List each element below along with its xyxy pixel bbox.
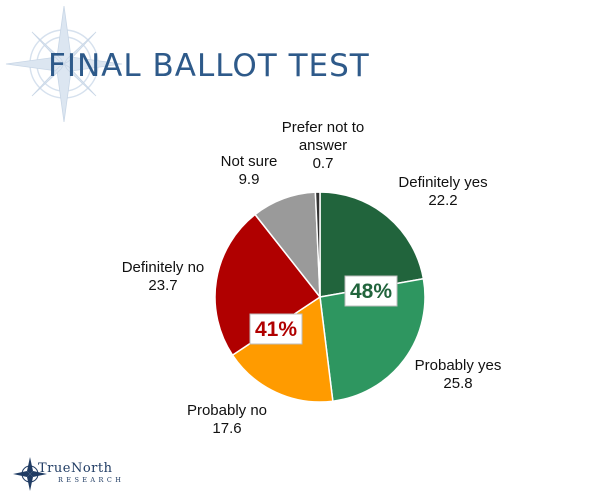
truenorth-logo-icon (13, 457, 47, 491)
slice-category: Probably no (187, 402, 267, 419)
slice-label-probably-yes: Probably yes 25.8 (415, 357, 502, 392)
slice-value: 17.6 (212, 420, 241, 437)
pie-slice-probably-no (231, 295, 334, 403)
pie-slice-probably-yes (319, 277, 426, 403)
slice-value: 22.2 (428, 192, 457, 209)
callout-no-total: 41% (249, 313, 303, 345)
slice-category: Not sure (221, 153, 278, 170)
callout-text: 41% (255, 318, 297, 341)
slice-category: Probably yes (415, 357, 502, 374)
slice-label-definitely-yes: Definitely yes 22.2 (398, 174, 487, 209)
slice-label-definitely-no: Definitely no 23.7 (122, 259, 205, 294)
slice-value: 25.8 (443, 375, 472, 392)
pie-slice-definitely-yes (319, 191, 425, 298)
slice-category: Definitely no (122, 259, 205, 276)
callout-text: 48% (350, 280, 392, 303)
slide-title: FINAL BALLOT TEST (48, 48, 370, 84)
slice-value: 0.7 (313, 155, 334, 172)
slice-value: 9.9 (239, 171, 260, 188)
pie-slice-prefer-not-to-answer (314, 191, 321, 298)
callout-box (344, 275, 398, 307)
slice-category: answer (299, 137, 347, 154)
callout-box (249, 313, 303, 345)
logo-sub: RESEARCH (58, 476, 125, 484)
pie-slice-definitely-no (214, 213, 322, 357)
slice-category: Prefer not to (282, 119, 365, 136)
callout-yes-total: 48% (344, 275, 398, 307)
slice-category: Definitely yes (398, 174, 487, 191)
compass-watermark-icon (5, 5, 123, 123)
slice-label-prefer-not-to-answer: Prefer not to answer 0.7 (282, 119, 365, 172)
logo-main: TrueNorth (38, 461, 113, 476)
slice-label-not-sure: Not sure 9.9 (221, 153, 278, 188)
slice-label-probably-no: Probably no 17.6 (187, 402, 267, 437)
logo-text: TrueNorth RESEARCH (38, 462, 124, 484)
slice-value: 23.7 (148, 277, 177, 294)
